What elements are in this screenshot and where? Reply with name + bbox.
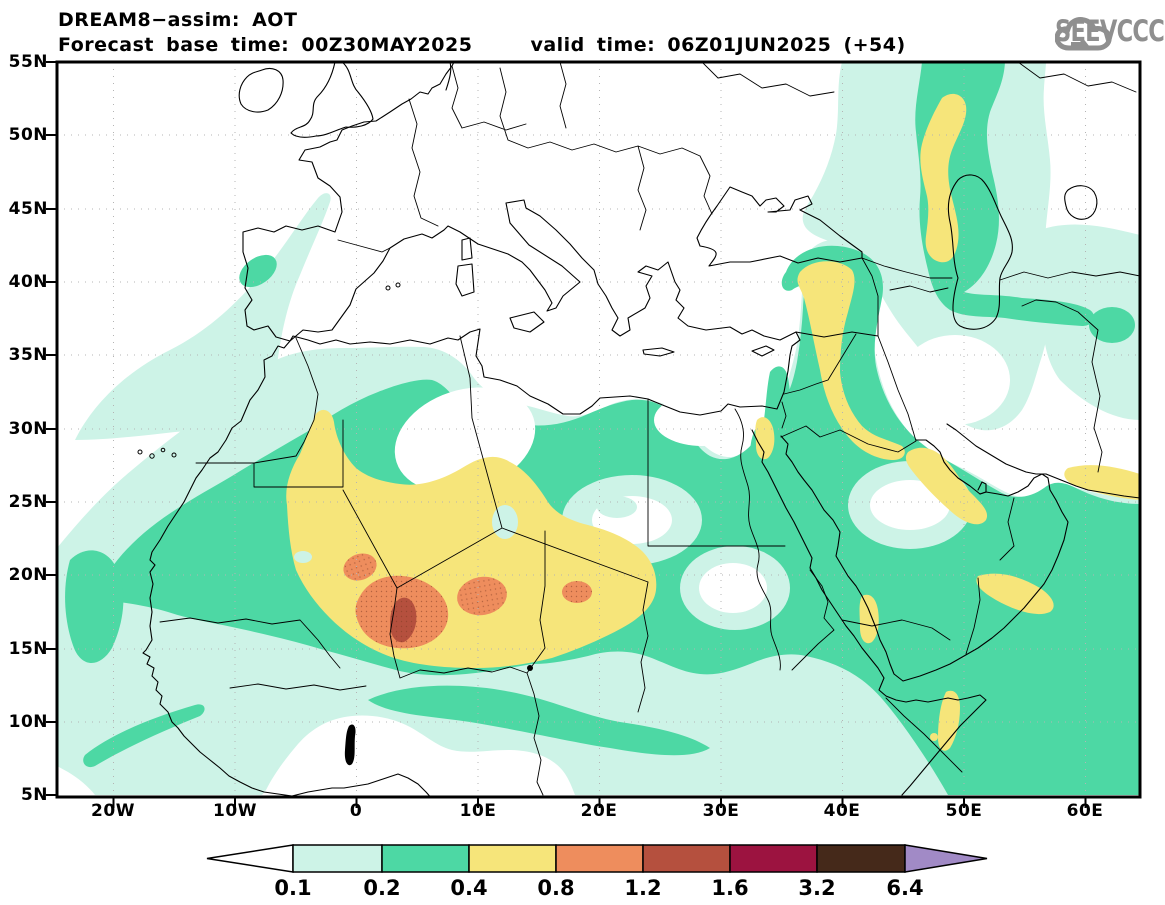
header-block: DREAM8−assim: AOT Forecast base time: 00…: [58, 8, 906, 58]
y-axis-label: 40N: [8, 272, 48, 292]
balearic-island: [395, 282, 401, 288]
y-axis-label: 30N: [8, 419, 48, 439]
y-axis-label: 45N: [8, 199, 48, 219]
cloud-arrow-icon: [1055, 17, 1112, 51]
canary-island: [149, 453, 155, 459]
colorbar-label: 0.1: [274, 876, 312, 900]
canary-island: [137, 449, 143, 455]
y-axis-label: 25N: [8, 492, 48, 512]
coastlines: [142, 62, 1140, 797]
rivers-lakes: [137, 282, 781, 766]
canary-island: [171, 452, 177, 458]
colorbar-label: 3.2: [798, 876, 836, 900]
x-axis-label: 10W: [213, 801, 257, 821]
y-axis-label: 15N: [8, 639, 48, 659]
seevccc-logo: SEEVCCC: [1055, 14, 1165, 51]
x-axis-label: 30E: [702, 801, 740, 821]
colorbar-cell: [816, 844, 906, 873]
plot-area: [57, 62, 1140, 797]
balearic-island: [385, 285, 391, 291]
x-axis-label: 40E: [823, 801, 861, 821]
x-axis-label: 50E: [945, 801, 983, 821]
forecast-times-row: Forecast base time: 00Z30MAY2025 valid t…: [58, 33, 906, 58]
x-axis-label: 20E: [580, 801, 618, 821]
forecast-base-time: Forecast base time: 00Z30MAY2025: [58, 34, 473, 56]
y-axis-label: 50N: [8, 125, 48, 145]
country-borders: [159, 62, 1140, 796]
y-axis-label: 35N: [8, 345, 48, 365]
y-axis-label: 10N: [8, 712, 48, 732]
colorbar-label: 1.2: [624, 876, 662, 900]
colorbar-cell: [729, 844, 818, 873]
valid-time: valid time: 06Z01JUN2025 (+54): [530, 34, 906, 56]
canary-island: [160, 447, 166, 453]
x-axis-label: 20W: [91, 801, 135, 821]
colorbar-cell: [555, 844, 644, 873]
nile-river: [734, 408, 781, 671]
colorbar: [206, 844, 988, 873]
colorbar-label: 6.4: [886, 876, 924, 900]
colorbar-label: 0.4: [450, 876, 488, 900]
lake-volta: [344, 724, 356, 766]
map-frame: [46, 60, 1142, 808]
lake-chad: [527, 665, 533, 671]
page-title: DREAM8−assim: AOT: [58, 9, 298, 31]
colorbar-cell: [381, 844, 470, 873]
colorbar-label: 0.2: [363, 876, 401, 900]
colorbar-arrow-left: [206, 844, 294, 873]
colorbar-arrow-right: [904, 844, 988, 873]
colorbar-label: 1.6: [711, 876, 749, 900]
y-axis-label: 5N: [20, 785, 48, 805]
colorbar-cell: [292, 844, 383, 873]
colorbar-label: 0.8: [537, 876, 575, 900]
x-axis-label: 10E: [459, 801, 497, 821]
x-axis-label: 0: [349, 801, 363, 821]
colorbar-cell: [642, 844, 731, 873]
colorbar-cell: [468, 844, 557, 873]
y-axis-label: 55N: [8, 52, 48, 72]
y-axis-label: 20N: [8, 565, 48, 585]
x-axis-label: 60E: [1066, 801, 1104, 821]
